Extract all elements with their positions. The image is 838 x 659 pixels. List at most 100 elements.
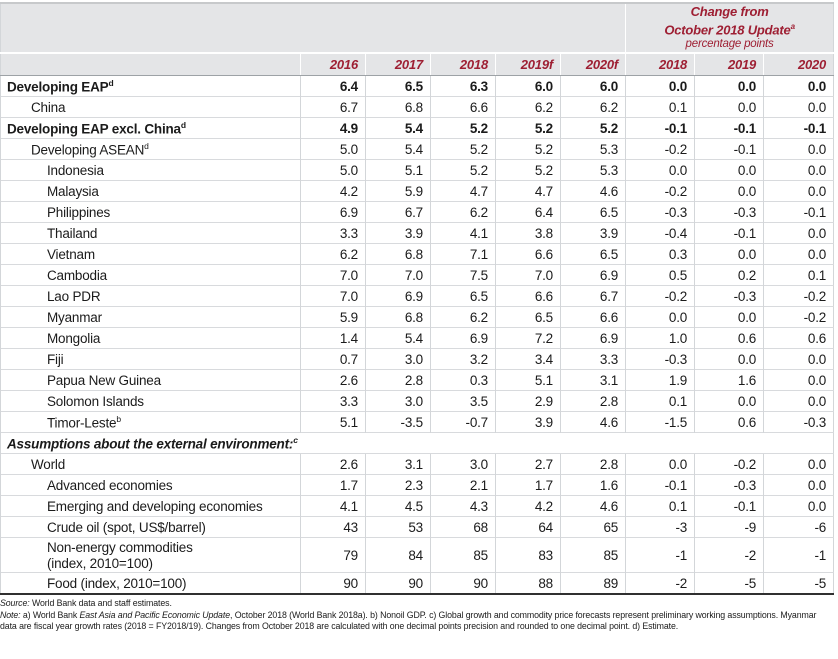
value-cell: 3.9 bbox=[495, 411, 561, 433]
value-cell: 6.9 bbox=[559, 264, 626, 286]
value-cell: 6.9 bbox=[559, 327, 626, 349]
value-cell: 7.0 bbox=[365, 264, 431, 286]
row-label: Crude oil (spot, US$/barrel) bbox=[0, 516, 301, 538]
value-cell: 5.2 bbox=[430, 117, 496, 139]
row-label: Thailand bbox=[0, 222, 301, 244]
change-cell: 0.0 bbox=[763, 96, 834, 118]
value-cell: 5.2 bbox=[495, 138, 561, 160]
row-label: Advanced economies bbox=[0, 474, 301, 496]
change-cell: -0.1 bbox=[763, 201, 834, 223]
year-header-spacer bbox=[0, 53, 301, 76]
change-cell: 0.0 bbox=[625, 306, 695, 328]
change-cell: -0.3 bbox=[763, 411, 834, 433]
table-row: Developing EAP excl. Chinad 4.9 5.4 5.2 5.2 5… bbox=[0, 117, 834, 139]
value-cell: 5.2 bbox=[559, 117, 626, 139]
table-row: Food (index, 2010=100) 90 90 90 88 89 -2 -5 -5 bbox=[0, 572, 834, 594]
value-cell: 6.4 bbox=[495, 201, 561, 223]
value-cell: 3.0 bbox=[430, 453, 496, 475]
table-row: Malaysia 4.2 5.9 4.7 4.7 4.6 -0.2 0.0 0.0 bbox=[0, 180, 834, 202]
row-label: China bbox=[0, 96, 301, 118]
change-cell: 0.0 bbox=[763, 495, 834, 517]
table-row: Emerging and developing economies 4.1 4.5 4… bbox=[0, 495, 834, 517]
footnote-marker-d: d bbox=[108, 77, 114, 88]
table-row: Developing EAPd 6.4 6.5 6.3 6.0 6.0 0.0 0.0 0.0 bbox=[0, 75, 834, 97]
change-cell: -2 bbox=[694, 537, 764, 573]
value-cell: 6.2 bbox=[495, 96, 561, 118]
table-row: Timor-Lesteb 5.1 -3.5 -0.7 3.9 4.6 -1.5 0.6 -0.3 bbox=[0, 411, 834, 433]
change-cell: 0.0 bbox=[694, 75, 764, 97]
change-cell: 1.9 bbox=[625, 369, 695, 391]
change-cell: 0.0 bbox=[694, 96, 764, 118]
value-cell: 6.8 bbox=[365, 243, 431, 265]
value-cell: 4.6 bbox=[559, 180, 626, 202]
change-cell: 0.0 bbox=[694, 159, 764, 181]
value-cell: 84 bbox=[365, 537, 431, 573]
value-cell: 5.3 bbox=[559, 159, 626, 181]
change-cell: 0.0 bbox=[763, 243, 834, 265]
table-row: Vietnam 6.2 6.8 7.1 6.6 6.5 0.3 0.0 0.0 bbox=[0, 243, 834, 265]
value-cell: 5.2 bbox=[495, 159, 561, 181]
value-cell: 85 bbox=[430, 537, 496, 573]
change-cell: -1 bbox=[625, 537, 695, 573]
change-cell: 0.0 bbox=[763, 390, 834, 412]
row-label: Solomon Islands bbox=[0, 390, 301, 412]
value-cell: 1.4 bbox=[300, 327, 366, 349]
value-cell: 68 bbox=[430, 516, 496, 538]
row-label: Emerging and developing economies bbox=[0, 495, 301, 517]
change-cell: 0.6 bbox=[694, 411, 764, 433]
change-cell: 0.0 bbox=[763, 348, 834, 370]
value-cell: 4.1 bbox=[300, 495, 366, 517]
value-cell: 3.2 bbox=[430, 348, 496, 370]
value-cell: 64 bbox=[495, 516, 561, 538]
change-header-2018: 2018 bbox=[625, 53, 695, 76]
value-cell: 90 bbox=[430, 572, 496, 594]
value-cell: 6.0 bbox=[559, 75, 626, 97]
row-label: Non-energy commodities (index, 2010=100) bbox=[0, 537, 301, 573]
table-row: Philippines 6.9 6.7 6.2 6.4 6.5 -0.3 -0.3 -0.1 bbox=[0, 201, 834, 223]
row-label: Philippines bbox=[0, 201, 301, 223]
value-cell: 1.7 bbox=[495, 474, 561, 496]
value-cell: 5.1 bbox=[300, 411, 366, 433]
value-cell: 6.0 bbox=[495, 75, 561, 97]
value-cell: 2.8 bbox=[365, 369, 431, 391]
change-cell: 0.1 bbox=[625, 390, 695, 412]
footnote-marker-b: b bbox=[116, 413, 122, 424]
value-cell: 4.7 bbox=[430, 180, 496, 202]
year-header-2018: 2018 bbox=[430, 53, 496, 76]
change-cell: -0.1 bbox=[763, 117, 834, 139]
value-cell: 2.7 bbox=[495, 453, 561, 475]
value-cell: -3.5 bbox=[365, 411, 431, 433]
value-cell: 4.6 bbox=[559, 495, 626, 517]
value-cell: 5.9 bbox=[365, 180, 431, 202]
value-cell: 4.9 bbox=[300, 117, 366, 139]
value-cell: 5.1 bbox=[495, 369, 561, 391]
section-row: Assumptions about the external environme… bbox=[0, 432, 834, 454]
value-cell: 7.0 bbox=[300, 264, 366, 286]
change-cell: 0.1 bbox=[763, 264, 834, 286]
note-post: , October 2018 (World Bank 2018a). b) No… bbox=[0, 609, 817, 631]
note-publication-title: East Asia and Pacific Economic Update bbox=[79, 609, 231, 620]
section-label: Assumptions about the external environme… bbox=[0, 432, 834, 454]
value-cell: 3.1 bbox=[559, 369, 626, 391]
value-cell: 6.5 bbox=[495, 306, 561, 328]
value-cell: 2.1 bbox=[430, 474, 496, 496]
value-cell: 6.2 bbox=[300, 243, 366, 265]
value-cell: 1.7 bbox=[300, 474, 366, 496]
header-spacer bbox=[0, 3, 626, 54]
change-cell: -0.2 bbox=[625, 285, 695, 307]
value-cell: 0.3 bbox=[430, 369, 496, 391]
value-cell: 5.4 bbox=[365, 117, 431, 139]
value-cell: 83 bbox=[495, 537, 561, 573]
value-cell: 5.3 bbox=[559, 138, 626, 160]
note-label: Note: bbox=[0, 609, 21, 620]
value-cell: 3.3 bbox=[559, 348, 626, 370]
row-label: Mongolia bbox=[0, 327, 301, 349]
year-header-2016: 2016 bbox=[300, 53, 366, 76]
value-cell: 90 bbox=[300, 572, 366, 594]
value-cell: -0.7 bbox=[430, 411, 496, 433]
change-cell: -1.5 bbox=[625, 411, 695, 433]
change-cell: -0.2 bbox=[625, 180, 695, 202]
value-cell: 5.4 bbox=[365, 138, 431, 160]
value-cell: 6.5 bbox=[430, 285, 496, 307]
